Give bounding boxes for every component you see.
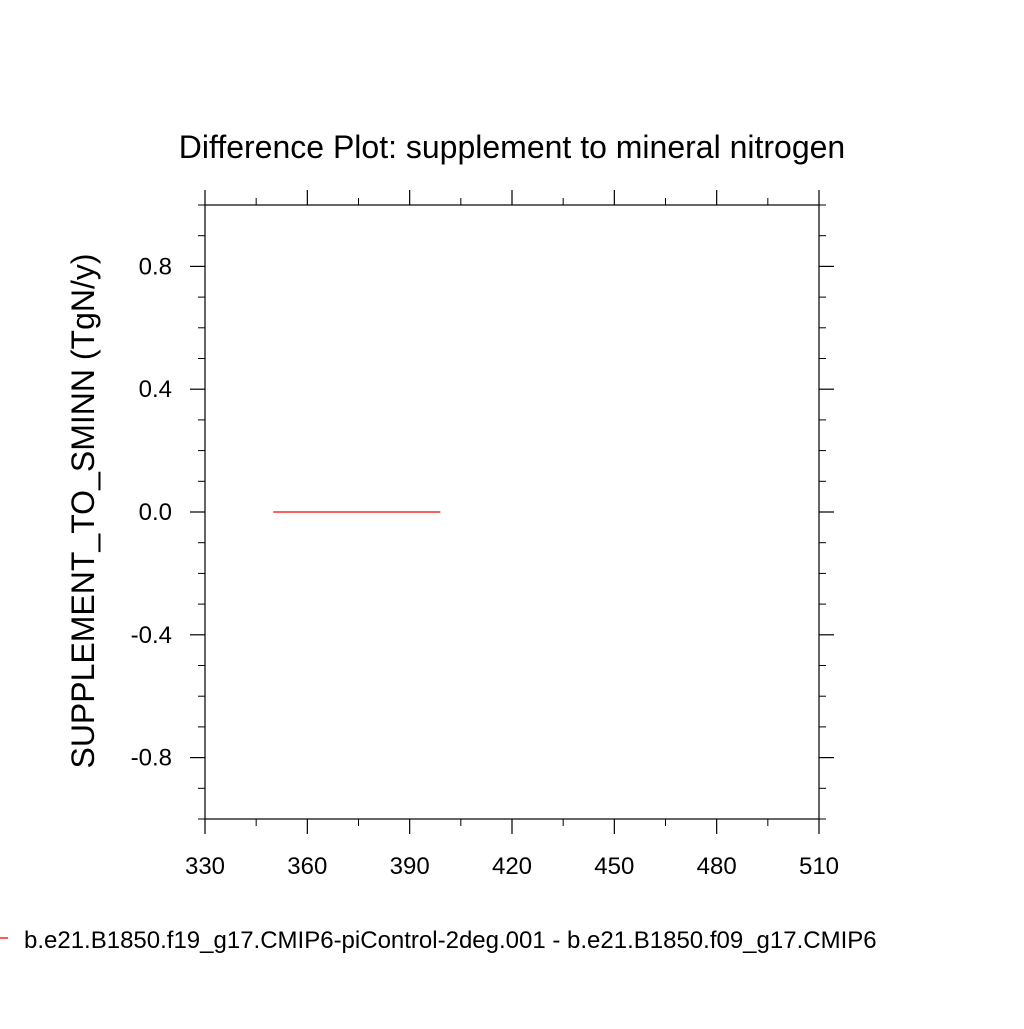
y-tick-label: 0.0 (139, 499, 172, 526)
y-tick-label: 0.4 (139, 376, 172, 403)
y-tick-label: -0.4 (131, 622, 172, 649)
x-tick-label: 510 (799, 853, 839, 880)
x-tick-label: 360 (287, 853, 327, 880)
y-axis-label: SUPPLEMENT_TO_SMINN (TgN/y) (65, 253, 101, 768)
x-tick-label: 330 (185, 853, 225, 880)
x-tick-label: 420 (492, 853, 532, 880)
axis-ticks: 330 360 390 420 450 480 510 -0.8 -0.4 0.0 0.4 0.8 (131, 190, 839, 880)
x-tick-label: 390 (390, 853, 430, 880)
y-tick-label: 0.8 (139, 253, 172, 280)
x-tick-label: 480 (697, 853, 737, 880)
legend: b.e21.B1850.f19_g17.CMIP6-piControl-2deg… (0, 927, 877, 954)
y-tick-label: -0.8 (131, 745, 172, 772)
chart-title: Difference Plot: supplement to mineral n… (179, 129, 845, 165)
legend-label: b.e21.B1850.f19_g17.CMIP6-piControl-2deg… (24, 927, 877, 954)
x-tick-label: 450 (594, 853, 634, 880)
